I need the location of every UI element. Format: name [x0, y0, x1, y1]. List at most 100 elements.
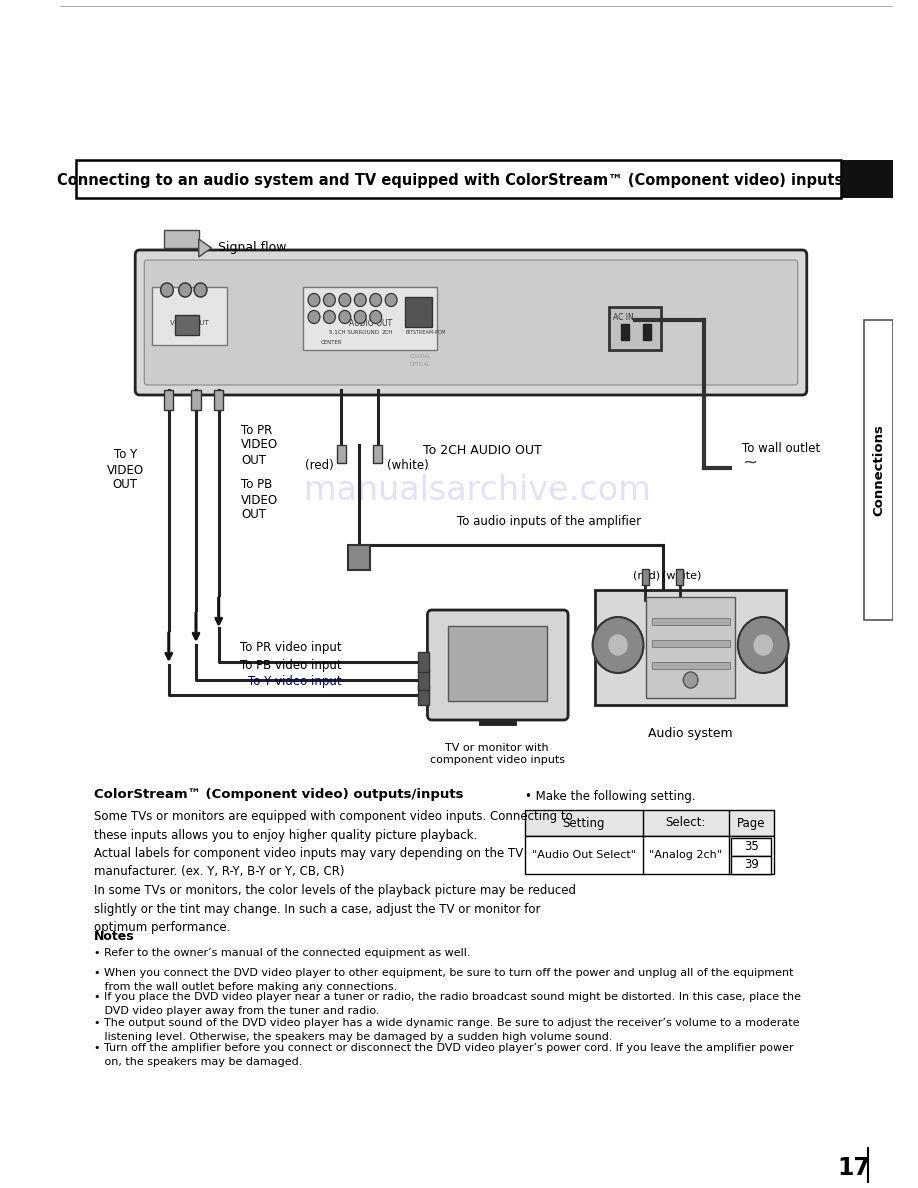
Circle shape	[179, 283, 192, 297]
Bar	[303, 287, 437, 350]
Bar	[609, 307, 661, 350]
Circle shape	[308, 293, 319, 307]
Bar	[621, 324, 629, 340]
Bar	[448, 626, 547, 701]
Text: OPTICAL: OPTICAL	[409, 362, 430, 367]
Circle shape	[308, 310, 319, 323]
Text: • When you connect the DVD video player to other equipment, be sure to turn off : • When you connect the DVD video player …	[95, 968, 794, 992]
Text: Connections: Connections	[872, 424, 885, 516]
Text: 17: 17	[837, 1156, 870, 1180]
Bar	[419, 652, 430, 672]
Text: S VIDEO: S VIDEO	[177, 362, 203, 367]
FancyBboxPatch shape	[135, 249, 807, 394]
Bar	[732, 838, 771, 857]
Circle shape	[161, 283, 174, 297]
Bar	[652, 662, 730, 669]
Text: VIDEO OUT: VIDEO OUT	[170, 320, 209, 326]
Polygon shape	[198, 239, 211, 257]
Bar	[652, 618, 730, 625]
Circle shape	[683, 672, 698, 688]
Bar	[419, 685, 430, 704]
Text: Page: Page	[737, 816, 766, 829]
Bar	[175, 315, 198, 335]
Text: "Audio Out Select": "Audio Out Select"	[532, 849, 635, 860]
Bar	[732, 857, 771, 874]
Text: To audio inputs of the amplifier: To audio inputs of the amplifier	[456, 516, 641, 529]
Text: 35: 35	[744, 840, 759, 853]
Circle shape	[609, 636, 627, 655]
Bar	[842, 160, 893, 198]
Text: (white): (white)	[662, 571, 701, 581]
Bar	[864, 320, 893, 620]
Text: AC IN: AC IN	[613, 312, 634, 322]
Bar	[419, 670, 430, 690]
Text: AUDIO OUT: AUDIO OUT	[349, 318, 392, 328]
Circle shape	[323, 293, 335, 307]
Bar	[524, 836, 774, 874]
Text: Setting: Setting	[563, 816, 605, 829]
Text: • The output sound of the DVD video player has a wide dynamic range. Be sure to : • The output sound of the DVD video play…	[95, 1018, 800, 1042]
Text: COAXIAL: COAXIAL	[409, 354, 431, 360]
FancyBboxPatch shape	[428, 609, 568, 720]
Bar	[373, 446, 382, 463]
Bar	[349, 545, 370, 570]
Bar	[642, 569, 649, 584]
Circle shape	[738, 617, 789, 672]
Text: Some TVs or monitors are equipped with component video inputs. Connecting to
the: Some TVs or monitors are equipped with c…	[95, 810, 577, 934]
Bar	[524, 810, 774, 836]
Text: (red): (red)	[305, 459, 334, 472]
Text: ColorStream™ (Component video) outputs/inputs: ColorStream™ (Component video) outputs/i…	[95, 788, 464, 801]
Text: CENTER: CENTER	[320, 340, 342, 345]
Text: (white): (white)	[386, 459, 429, 472]
Circle shape	[195, 283, 207, 297]
Text: • Turn off the amplifier before you connect or disconnect the DVD video player’s: • Turn off the amplifier before you conn…	[95, 1043, 794, 1067]
Text: 2CH: 2CH	[382, 330, 394, 335]
Text: Signal flow: Signal flow	[218, 241, 286, 254]
Text: 5.1CH SURROUND: 5.1CH SURROUND	[329, 330, 378, 335]
Text: To Y video input: To Y video input	[248, 676, 341, 689]
Circle shape	[386, 293, 397, 307]
FancyBboxPatch shape	[144, 260, 798, 385]
Bar	[164, 390, 174, 410]
Circle shape	[370, 310, 382, 323]
Text: To 2CH AUDIO OUT: To 2CH AUDIO OUT	[423, 443, 542, 456]
Bar	[596, 590, 786, 704]
Text: TV or monitor with
component video inputs: TV or monitor with component video input…	[430, 742, 565, 765]
Text: Notes: Notes	[95, 930, 135, 943]
Bar	[646, 598, 735, 699]
Text: manualsarchive.com: manualsarchive.com	[304, 474, 651, 506]
Circle shape	[593, 617, 644, 672]
Bar	[164, 230, 198, 248]
Bar	[652, 640, 730, 647]
Text: To Y
VIDEO
OUT: To Y VIDEO OUT	[106, 449, 144, 492]
Text: To PB video input: To PB video input	[240, 658, 341, 671]
Text: "Analog 2ch": "Analog 2ch"	[649, 849, 722, 860]
Bar	[152, 287, 227, 345]
Bar	[643, 324, 651, 340]
Bar	[192, 390, 200, 410]
Text: To PB
VIDEO
OUT: To PB VIDEO OUT	[241, 479, 278, 522]
Text: Audio system: Audio system	[648, 727, 733, 740]
Bar	[405, 297, 432, 327]
Text: • Make the following setting.: • Make the following setting.	[524, 790, 695, 803]
FancyBboxPatch shape	[76, 160, 841, 198]
Circle shape	[354, 293, 366, 307]
Text: To wall outlet: To wall outlet	[743, 442, 821, 455]
Bar	[337, 446, 346, 463]
Circle shape	[354, 310, 366, 323]
Text: 39: 39	[744, 859, 759, 872]
Circle shape	[755, 636, 772, 655]
Bar	[676, 569, 683, 584]
Text: • If you place the DVD video player near a tuner or radio, the radio broadcast s: • If you place the DVD video player near…	[95, 992, 801, 1016]
Bar	[214, 390, 223, 410]
Text: Select:: Select:	[665, 816, 705, 829]
Circle shape	[339, 293, 351, 307]
Circle shape	[339, 310, 351, 323]
Text: ~: ~	[743, 454, 757, 472]
Circle shape	[323, 310, 335, 323]
Text: (red): (red)	[633, 571, 661, 581]
Text: To PR video input: To PR video input	[240, 642, 341, 655]
Text: • Refer to the owner’s manual of the connected equipment as well.: • Refer to the owner’s manual of the con…	[95, 948, 471, 958]
Text: To PR
VIDEO
OUT: To PR VIDEO OUT	[241, 423, 278, 467]
Text: Connecting to an audio system and TV equipped with ColorStream™ (Component video: Connecting to an audio system and TV equ…	[57, 172, 844, 188]
